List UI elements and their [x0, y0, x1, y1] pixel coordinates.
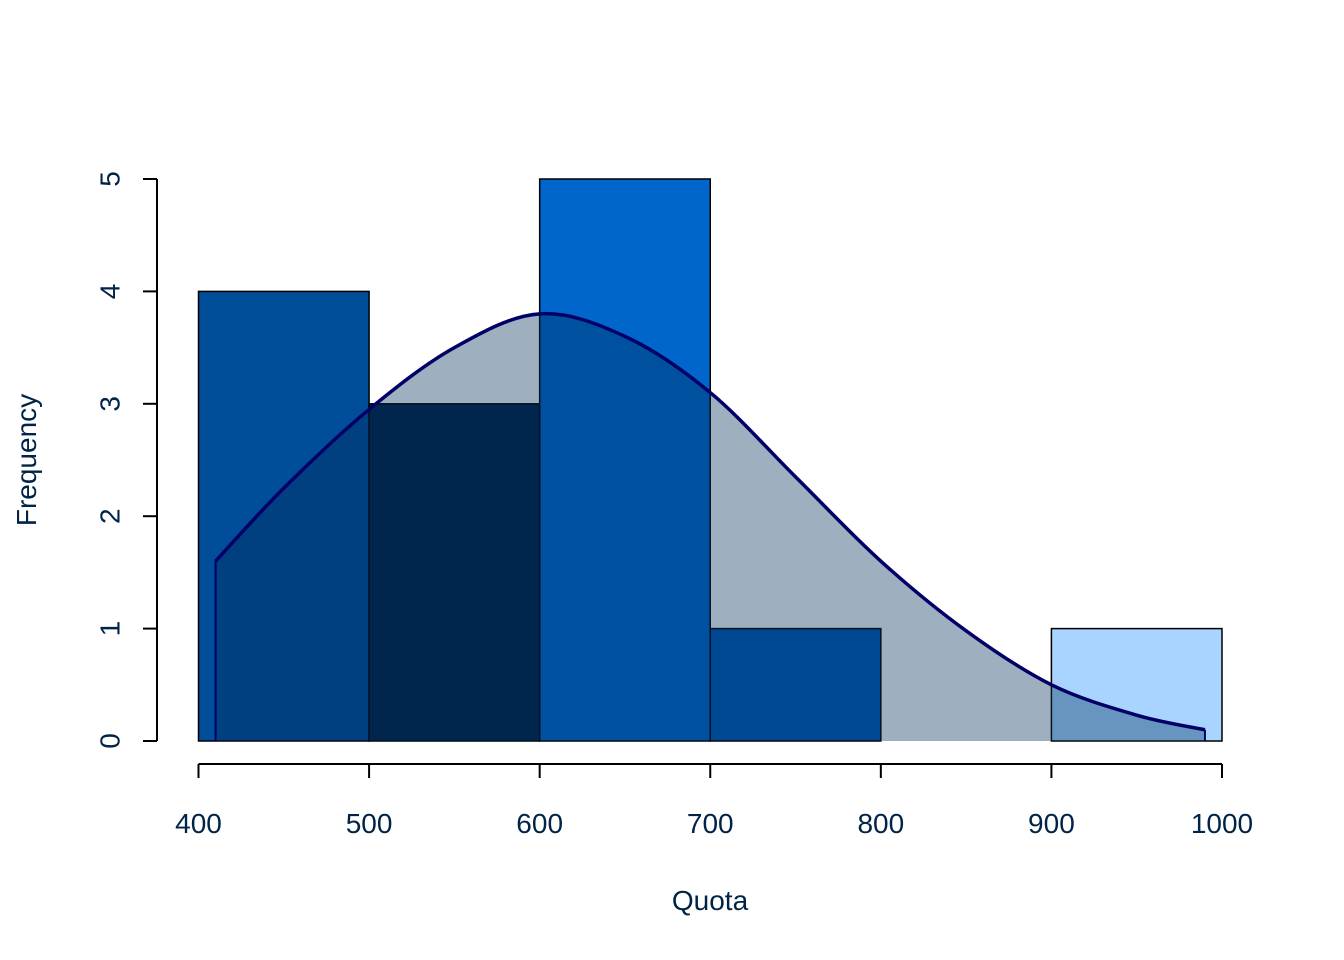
x-tick-label-900: 900 [1028, 808, 1075, 839]
y-axis: 0 1 2 3 4 5 [95, 171, 158, 749]
density-layer [214, 311, 1206, 741]
y-tick-label-5: 5 [95, 171, 126, 187]
histogram-bars [197, 178, 1223, 742]
x-axis: 400 500 600 700 800 900 1000 [175, 763, 1253, 839]
x-tick-label-400: 400 [175, 808, 222, 839]
x-tick-label-600: 600 [516, 808, 563, 839]
y-tick-label-1: 1 [95, 621, 126, 637]
density-area [215, 313, 1205, 741]
histogram-bar-3 [709, 627, 882, 742]
histogram-bar-0 [197, 290, 370, 742]
y-axis-title: Frequency [11, 394, 42, 526]
y-tick-label-2: 2 [95, 508, 126, 524]
x-tick-label-700: 700 [687, 808, 734, 839]
histogram-bar-2 [538, 178, 712, 742]
histogram-bar-1 [368, 403, 541, 742]
density-curve [214, 311, 1206, 732]
x-tick-label-500: 500 [346, 808, 393, 839]
y-tick-label-3: 3 [95, 396, 126, 412]
y-tick-label-4: 4 [95, 284, 126, 300]
x-axis-title: Quota [672, 885, 749, 916]
x-tick-label-1000: 1000 [1191, 808, 1253, 839]
y-tick-label-0: 0 [95, 733, 126, 749]
x-tick-label-800: 800 [857, 808, 904, 839]
histogram-bar-5 [1050, 627, 1223, 742]
